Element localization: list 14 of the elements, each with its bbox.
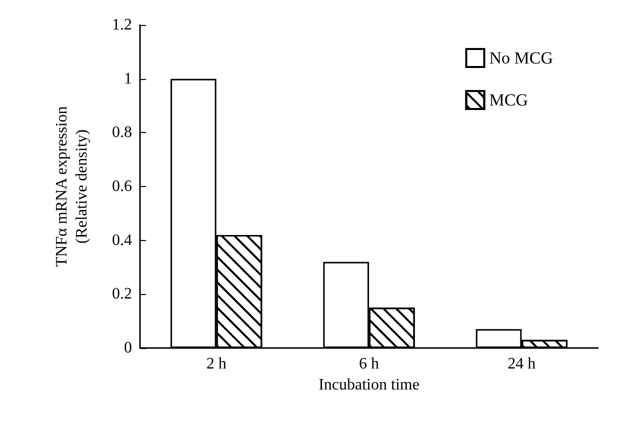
x-axis-title: Incubation time [318, 376, 420, 394]
y-tick-label: 0.6 [112, 178, 132, 195]
y-tick-label: 1.2 [112, 16, 132, 34]
legend-label: MCG [489, 90, 528, 110]
y-tick-label: 1 [124, 70, 132, 88]
x-tick-label: 24 h [508, 356, 536, 372]
y-tick-label: 0.8 [112, 124, 132, 142]
x-tick-label: 6 h [359, 356, 379, 372]
y-tick-label: 0 [124, 340, 132, 356]
y-tick-label: 0.2 [112, 286, 132, 303]
x-tick-label: 2 h [206, 356, 226, 372]
legend-label: No MCG [489, 48, 554, 68]
y-axis-title: TNFα mRNA expression (Relative density) [54, 106, 90, 267]
y-tick-label: 0.4 [112, 232, 132, 249]
